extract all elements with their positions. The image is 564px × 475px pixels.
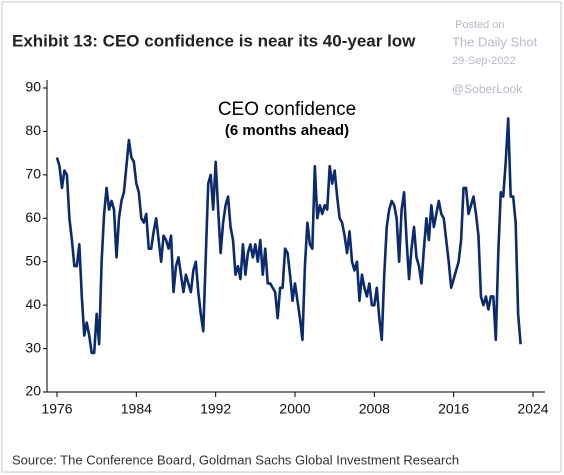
x-tick-label: 2000 (279, 401, 310, 417)
y-tick-label: 50 (25, 252, 41, 268)
y-tick-label: 30 (25, 339, 41, 355)
series-line (55, 117, 522, 355)
x-tick-label: 2016 (438, 401, 469, 417)
source-note: Source: The Conference Board, Goldman Sa… (12, 452, 459, 467)
watermark: 29-Sep-2022 (452, 55, 516, 67)
watermark: @SoberLook (452, 82, 523, 96)
annotation: (6 months ahead) (225, 122, 349, 139)
x-tick-label: 1976 (41, 401, 72, 417)
x-tick-label: 1992 (200, 401, 231, 417)
y-tick-label: 70 (25, 166, 41, 182)
y-tick-label: 90 (25, 79, 41, 95)
x-tick-label: 1984 (121, 401, 152, 417)
watermark: The Daily Shot (452, 34, 538, 49)
watermark: Posted on (455, 19, 505, 31)
x-tick-label: 2024 (517, 401, 548, 417)
y-tick-label: 20 (25, 383, 41, 399)
y-tick-label: 80 (25, 122, 41, 138)
y-tick-label: 60 (25, 209, 41, 225)
y-tick-label: 40 (25, 296, 41, 312)
annotation: CEO confidence (218, 99, 356, 120)
chart-title: Exhibit 13: CEO confidence is near its 4… (12, 31, 416, 50)
x-tick-label: 2008 (359, 401, 390, 417)
